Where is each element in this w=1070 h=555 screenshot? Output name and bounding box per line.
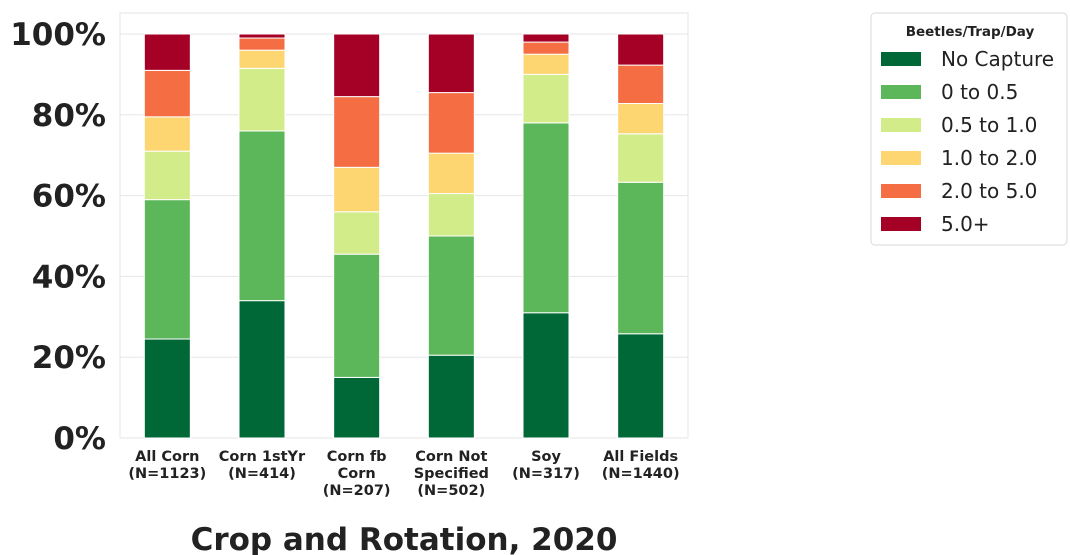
bar-segment	[427, 92, 475, 154]
legend-item: No Capture	[881, 47, 1054, 71]
bar-segment	[522, 122, 570, 314]
legend-label: 1.0 to 2.0	[941, 146, 1037, 170]
legend-swatch	[881, 184, 921, 198]
legend-item: 0.5 to 1.0	[881, 113, 1037, 137]
bar-segment	[143, 33, 191, 71]
bar-segment	[238, 300, 286, 439]
y-tick-label: 100%	[10, 17, 106, 53]
x-tick-label: Soy (N=317)	[512, 449, 580, 482]
bar-segment	[238, 37, 286, 51]
bar-segment	[143, 150, 191, 201]
y-axis-ticks: 0% 20% 40% 60% 80% 100%	[10, 17, 106, 457]
bar-segment	[333, 376, 381, 439]
bar-segment	[617, 181, 665, 335]
bar-segment	[333, 33, 381, 98]
bar-segment	[522, 41, 570, 55]
bar-segment	[522, 33, 570, 43]
legend-label: 2.0 to 5.0	[941, 179, 1037, 203]
y-tick-label: 60%	[32, 179, 106, 215]
bar-segment	[522, 312, 570, 439]
legend-swatch	[881, 151, 921, 165]
x-tick-label: All Fields (N=1440)	[602, 449, 680, 482]
bar-segment	[617, 102, 665, 135]
legend-label: 0 to 0.5	[941, 80, 1018, 104]
legend-item: 0 to 0.5	[881, 80, 1018, 104]
bar-segment	[522, 53, 570, 75]
y-tick-label: 80%	[32, 98, 106, 134]
legend-label: 5.0+	[941, 212, 990, 236]
y-tick-label: 40%	[32, 259, 106, 295]
legend-item: 2.0 to 5.0	[881, 179, 1037, 203]
bar-segment	[143, 116, 191, 152]
legend-swatch	[881, 118, 921, 132]
gridlines	[119, 12, 689, 439]
bar-segment	[238, 67, 286, 132]
bar-segment	[143, 69, 191, 118]
bar-segment	[427, 354, 475, 439]
legend-item: 1.0 to 2.0	[881, 146, 1037, 170]
bar-segment	[333, 253, 381, 378]
x-tick-label: Corn 1stYr (N=414)	[219, 449, 306, 482]
bar-segment	[333, 166, 381, 213]
plot-frame	[119, 12, 689, 439]
bar-segment	[617, 333, 665, 439]
x-axis-ticks: All Corn (N=1123) Corn 1stYr (N=414) Corn fb…	[128, 449, 679, 499]
x-axis-label: Crop and Rotation, 2020	[191, 522, 618, 555]
bar-segment	[333, 96, 381, 168]
bar-segment	[427, 152, 475, 195]
bar-segment	[238, 130, 286, 302]
legend-items: No Capture 0 to 0.5 0.5 to 1.0 1.0 to 2.0 2.…	[881, 47, 1054, 236]
bar-segment	[238, 49, 286, 69]
bar-segment	[617, 33, 665, 66]
legend-swatch	[881, 217, 921, 231]
bar-segment	[427, 33, 475, 94]
bars	[143, 33, 665, 439]
bar-segment	[143, 338, 191, 439]
bar-segment	[617, 64, 665, 104]
legend-label: No Capture	[941, 47, 1054, 71]
legend-swatch	[881, 85, 921, 99]
bar-segment	[333, 211, 381, 255]
y-tick-label: 0%	[53, 421, 106, 457]
legend-item: 5.0+	[881, 212, 990, 236]
legend-label: 0.5 to 1.0	[941, 113, 1037, 137]
bar-segment	[617, 133, 665, 183]
legend-swatch	[881, 52, 921, 66]
bar-segment	[143, 199, 191, 340]
bar-segment	[238, 33, 286, 39]
legend-title: Beetles/Trap/Day	[906, 24, 1035, 40]
bar-segment	[427, 193, 475, 237]
legend: Beetles/Trap/Day No Capture 0 to 0.5 0.5 t…	[870, 12, 1068, 246]
bar-segment	[427, 235, 475, 356]
bar-segment	[522, 73, 570, 124]
x-tick-label: Corn Not Specified (N=502)	[414, 449, 489, 499]
y-tick-label: 20%	[32, 340, 106, 376]
x-tick-label: Corn fb Corn (N=207)	[323, 449, 391, 499]
x-tick-label: All Corn (N=1123)	[128, 449, 206, 482]
